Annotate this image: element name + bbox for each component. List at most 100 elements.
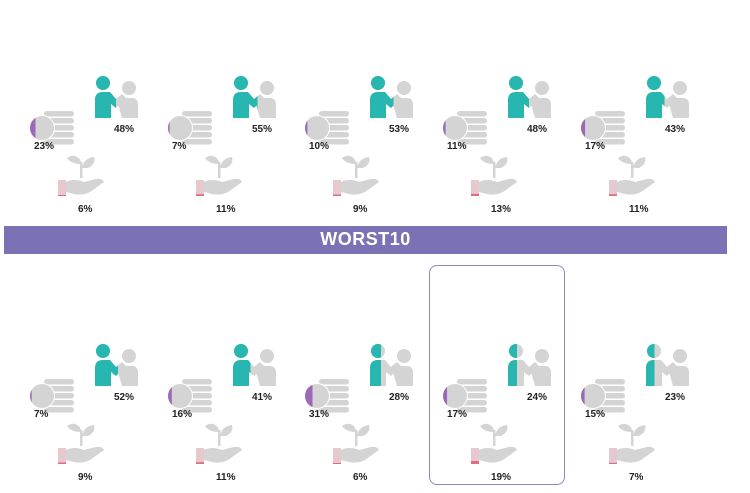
people-fill	[95, 344, 118, 386]
people-fill	[95, 76, 116, 118]
plant-percent: 13%	[491, 204, 512, 215]
people-help-icon	[95, 344, 138, 386]
plant-percent: 6%	[353, 472, 368, 483]
coin-stack-icon	[580, 111, 625, 145]
plant-fill	[609, 194, 617, 196]
money-percent: 31%	[309, 409, 330, 420]
hand-sprout-icon	[58, 155, 104, 196]
hand-sprout-icon	[58, 423, 104, 464]
coin-stack-icon	[304, 111, 349, 145]
people-percent: 52%	[114, 392, 135, 403]
plant-fill	[333, 194, 341, 196]
people-percent: 28%	[389, 392, 410, 403]
money-percent: 7%	[34, 409, 49, 420]
people-fill	[646, 344, 655, 386]
plant-fill	[471, 460, 479, 464]
people-fill	[233, 344, 251, 386]
plant-fill	[58, 195, 66, 196]
people-help-icon	[646, 76, 689, 118]
money-fill	[581, 118, 586, 138]
coin-stack-icon	[167, 379, 212, 413]
country-card: 11% 48% 13%	[442, 4, 575, 224]
people-help-icon	[233, 76, 276, 118]
country-card: 10% 53% 9%	[304, 4, 437, 224]
hand-sprout-icon	[333, 423, 379, 464]
hand-sprout-icon	[196, 155, 242, 196]
people-fill	[370, 76, 394, 118]
country-card: 16% 41% 11%	[167, 272, 300, 492]
people-fill	[508, 76, 529, 118]
plant-percent: 7%	[629, 472, 644, 483]
country-card: 7% 52% 9%	[29, 272, 162, 492]
plant-percent: 9%	[353, 204, 368, 215]
people-percent: 55%	[252, 124, 273, 135]
money-fill	[168, 387, 172, 405]
people-fill	[233, 76, 258, 118]
money-percent: 16%	[172, 409, 193, 420]
money-fill	[30, 389, 32, 403]
country-card: 17% 24% 19%	[442, 272, 575, 492]
plant-fill	[196, 462, 204, 464]
money-fill	[443, 120, 446, 136]
plant-fill	[609, 462, 617, 464]
hand-sprout-icon	[609, 423, 655, 464]
plant-percent: 11%	[216, 204, 236, 215]
plant-fill	[58, 462, 66, 464]
hand-sprout-icon	[471, 155, 517, 196]
money-fill	[30, 117, 36, 139]
people-help-icon	[508, 76, 551, 118]
people-percent: 48%	[114, 124, 135, 135]
coin-stack-icon	[442, 111, 487, 145]
money-percent: 11%	[447, 141, 467, 152]
hand-sprout-icon	[333, 155, 379, 196]
people-percent: 53%	[389, 124, 410, 135]
people-help-icon	[508, 344, 551, 386]
money-fill	[305, 384, 313, 408]
hand-sprout-icon	[609, 155, 655, 196]
money-fill	[443, 386, 448, 406]
money-percent: 10%	[309, 141, 330, 152]
country-card: 31% 28% 6%	[304, 272, 437, 492]
plant-percent: 11%	[629, 204, 649, 215]
people-help-icon	[233, 344, 276, 386]
people-percent: 43%	[665, 124, 686, 135]
country-card: 7% 55% 11%	[167, 4, 300, 224]
hand-sprout-icon	[196, 423, 242, 464]
people-fill	[508, 344, 517, 386]
plant-fill	[333, 463, 341, 464]
worst10-banner: WORST10	[4, 226, 727, 254]
people-fill	[646, 76, 665, 118]
people-help-icon	[646, 344, 689, 386]
japan-highlight-box	[429, 265, 565, 485]
people-percent: 41%	[252, 392, 273, 403]
people-fill	[370, 344, 381, 386]
money-fill	[305, 120, 308, 136]
money-percent: 15%	[585, 409, 606, 420]
people-help-icon	[370, 344, 413, 386]
plant-percent: 6%	[78, 204, 93, 215]
plant-percent: 19%	[491, 472, 512, 483]
coin-stack-icon	[580, 379, 625, 413]
country-card: 23% 48% 6%	[29, 4, 162, 224]
money-percent: 17%	[447, 409, 468, 420]
coin-stack-icon	[304, 379, 349, 413]
money-fill	[168, 121, 170, 135]
coin-stack-icon	[442, 379, 487, 413]
people-help-icon	[370, 76, 413, 118]
plant-percent: 9%	[78, 472, 93, 483]
money-percent: 7%	[172, 141, 187, 152]
people-percent: 48%	[527, 124, 548, 135]
hand-sprout-icon	[471, 423, 517, 464]
people-help-icon	[95, 76, 138, 118]
coin-stack-icon	[29, 111, 74, 145]
money-percent: 23%	[34, 141, 55, 152]
people-percent: 24%	[527, 392, 548, 403]
plant-fill	[471, 193, 479, 196]
banner-label: WORST10	[320, 229, 411, 249]
money-percent: 17%	[585, 141, 606, 152]
plant-fill	[196, 194, 204, 196]
country-card: 17% 43% 11%	[580, 4, 713, 224]
money-fill	[581, 387, 585, 405]
plant-percent: 11%	[216, 472, 236, 483]
country-card: 15% 23% 7%	[580, 272, 713, 492]
